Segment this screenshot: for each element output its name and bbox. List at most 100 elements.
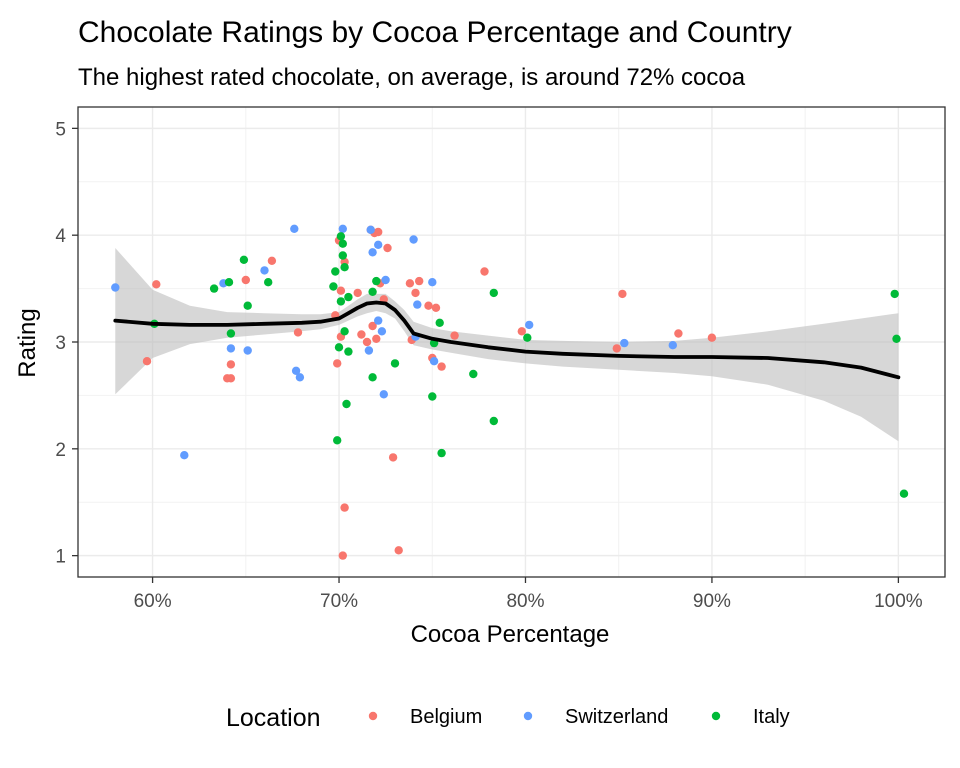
point-switzerland xyxy=(413,300,422,309)
point-switzerland xyxy=(428,278,437,287)
legend-item-switzerland: Switzerland xyxy=(523,706,668,728)
smooth-trend-line xyxy=(113,300,901,380)
point-italy xyxy=(368,287,377,296)
point-belgium xyxy=(372,334,381,343)
point-belgium xyxy=(415,276,424,286)
point-switzerland xyxy=(525,320,534,330)
point-switzerland xyxy=(377,327,387,336)
point-belgium xyxy=(383,243,392,253)
smooth-line xyxy=(113,300,901,380)
point-switzerland xyxy=(368,248,377,257)
point-switzerland xyxy=(226,344,236,353)
point-belgium xyxy=(450,331,459,340)
point-belgium xyxy=(142,357,152,366)
point-italy xyxy=(338,239,347,248)
legend-items: Belgium Switzerland Italy xyxy=(368,706,790,728)
x-tick-label: 60% xyxy=(134,591,172,612)
legend-key-switzerland xyxy=(523,711,533,721)
point-italy xyxy=(329,282,338,291)
point-italy xyxy=(224,278,234,287)
point-belgium xyxy=(405,279,415,288)
series-switzerland xyxy=(111,224,677,460)
point-switzerland xyxy=(243,346,252,355)
point-belgium xyxy=(394,546,403,555)
point-italy xyxy=(243,301,252,310)
point-belgium xyxy=(368,321,377,331)
point-switzerland xyxy=(260,266,269,275)
point-italy xyxy=(372,276,381,286)
point-switzerland xyxy=(379,390,388,399)
y-axis: 1 2 3 4 5 xyxy=(55,119,78,568)
point-italy xyxy=(428,392,437,401)
point-italy xyxy=(344,347,353,356)
legend-title: Location xyxy=(226,704,321,732)
point-belgium xyxy=(241,275,250,285)
point-italy xyxy=(264,278,273,287)
point-belgium xyxy=(333,359,342,368)
point-belgium xyxy=(431,303,441,312)
confidence-band xyxy=(115,248,899,442)
point-italy xyxy=(334,343,344,352)
point-belgium xyxy=(480,267,489,276)
y-axis-title: Rating xyxy=(14,308,41,377)
point-belgium xyxy=(336,286,346,295)
legend-key-italy xyxy=(711,711,721,721)
point-belgium xyxy=(388,453,398,462)
point-switzerland xyxy=(429,357,439,366)
point-belgium xyxy=(707,333,717,342)
point-belgium xyxy=(152,280,161,289)
point-belgium xyxy=(411,288,420,298)
point-italy xyxy=(333,436,342,445)
point-belgium xyxy=(618,289,627,299)
point-italy xyxy=(340,327,349,336)
point-italy xyxy=(437,448,446,458)
series-italy xyxy=(150,232,909,498)
point-switzerland xyxy=(290,224,299,233)
point-italy xyxy=(226,329,236,338)
point-belgium xyxy=(374,227,383,237)
x-axis-title: Cocoa Percentage xyxy=(411,621,610,648)
series-belgium xyxy=(142,225,717,560)
y-tick-label: 4 xyxy=(55,226,66,247)
point-switzerland xyxy=(366,225,375,234)
y-tick-label: 2 xyxy=(55,440,66,461)
y-tick-label: 1 xyxy=(55,547,66,568)
point-switzerland xyxy=(291,366,301,375)
point-switzerland xyxy=(180,451,189,460)
point-belgium xyxy=(226,360,236,369)
point-belgium xyxy=(357,330,366,339)
point-belgium xyxy=(293,328,303,337)
point-switzerland xyxy=(381,275,390,285)
x-tick-label: 90% xyxy=(693,591,731,612)
legend-label-italy: Italy xyxy=(753,706,790,728)
y-tick-label: 3 xyxy=(55,333,66,354)
x-tick-label: 80% xyxy=(506,591,544,612)
point-italy xyxy=(340,263,349,272)
legend-key-belgium xyxy=(368,711,378,721)
x-tick-label: 70% xyxy=(320,591,358,612)
point-belgium xyxy=(424,301,433,310)
point-italy xyxy=(489,416,498,426)
point-italy xyxy=(239,255,249,264)
point-italy xyxy=(435,318,444,327)
legend-item-belgium: Belgium xyxy=(368,706,482,728)
point-switzerland xyxy=(409,235,418,244)
legend-label-switzerland: Switzerland xyxy=(565,706,668,728)
point-italy xyxy=(209,284,219,293)
point-belgium xyxy=(517,327,526,336)
point-switzerland xyxy=(295,373,305,382)
y-tick-label: 5 xyxy=(55,119,66,140)
legend-label-belgium: Belgium xyxy=(410,706,482,728)
point-italy xyxy=(469,369,478,379)
point-italy xyxy=(338,251,347,260)
legend: Location Belgium Switzerland Italy xyxy=(226,704,790,732)
point-italy xyxy=(336,297,346,306)
point-belgium xyxy=(267,256,277,265)
point-belgium xyxy=(674,329,683,338)
point-italy xyxy=(336,232,346,241)
point-switzerland xyxy=(374,316,383,325)
point-switzerland xyxy=(364,346,374,355)
point-belgium xyxy=(338,551,347,560)
legend-item-italy: Italy xyxy=(711,706,790,728)
point-belgium xyxy=(437,362,446,371)
